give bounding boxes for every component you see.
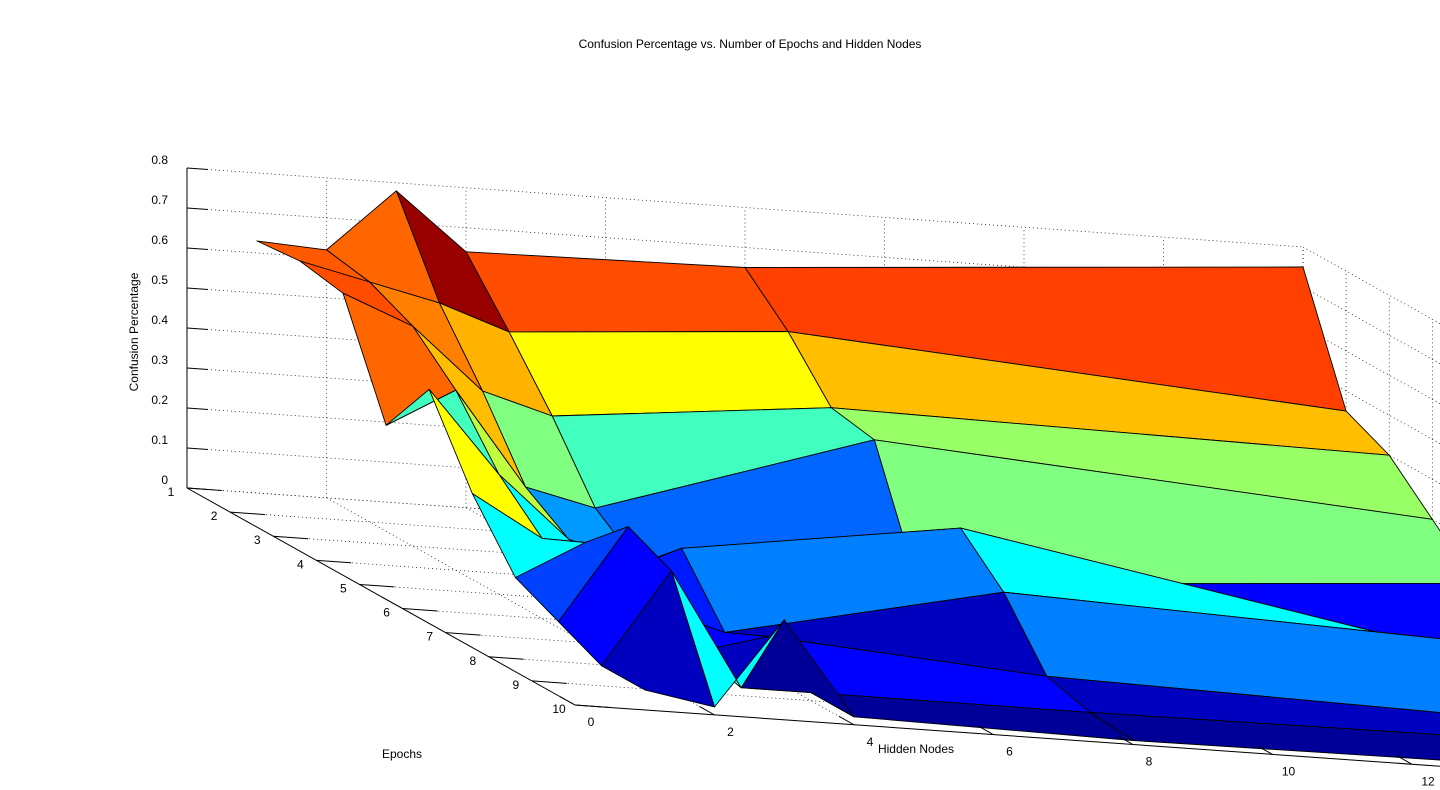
y-tick-label: 10 [552,702,566,716]
x-tick-label: 8 [1146,755,1153,769]
z-tick-label: 0.8 [151,153,168,167]
surface-face [466,252,788,332]
z-tick-mark [187,248,208,249]
z-tick-label: 0.7 [151,193,168,207]
z-tick-mark [187,328,208,329]
z-tick-label: 0.5 [151,273,168,287]
surface-face [509,332,831,416]
z-tick-mark [187,288,208,289]
z-tick-mark [187,408,208,409]
y-tick-mark [230,512,265,514]
z-tick-label: 0.4 [151,313,168,327]
x-axis-label: Hidden Nodes [878,742,954,756]
y-tick-mark [575,705,610,707]
y-tick-label: 4 [297,557,304,571]
x-tick-label: 6 [1006,745,1013,759]
z-tick-mark [187,448,208,449]
y-tick-mark [489,657,524,659]
z-tick-label: 0.2 [151,393,168,407]
x-tick-label: 0 [588,715,595,729]
x-tick-label: 12 [1421,774,1435,788]
y-tick-label: 5 [340,581,347,595]
y-tick-label: 7 [426,630,433,644]
y-tick-label: 9 [513,678,520,692]
x-tick-label: 4 [867,735,874,749]
y-tick-mark [273,536,308,538]
y-tick-mark [532,681,567,683]
y-tick-mark [403,609,438,611]
y-tick-mark [446,633,481,635]
y-tick-mark [359,584,394,586]
y-tick-mark [316,560,351,562]
y-tick-label: 1 [168,485,175,499]
y-tick-label: 6 [383,606,390,620]
z-tick-mark [187,208,208,209]
z-tick-label: 0.3 [151,353,168,367]
y-tick-label: 8 [469,654,476,668]
z-tick-label: 0.6 [151,233,168,247]
y-axis-label: Epochs [382,747,422,761]
z-tick-mark [187,168,208,169]
z-tick-mark [187,368,208,369]
z-axis-label: Confusion Percentage [127,272,141,391]
z-tick-label: 0 [161,473,168,487]
x-tick-label: 10 [1282,764,1296,778]
z-tick-label: 0.1 [151,433,168,447]
y-tick-label: 3 [254,533,261,547]
y-tick-label: 2 [211,509,218,523]
x-tick-label: 2 [727,725,734,739]
